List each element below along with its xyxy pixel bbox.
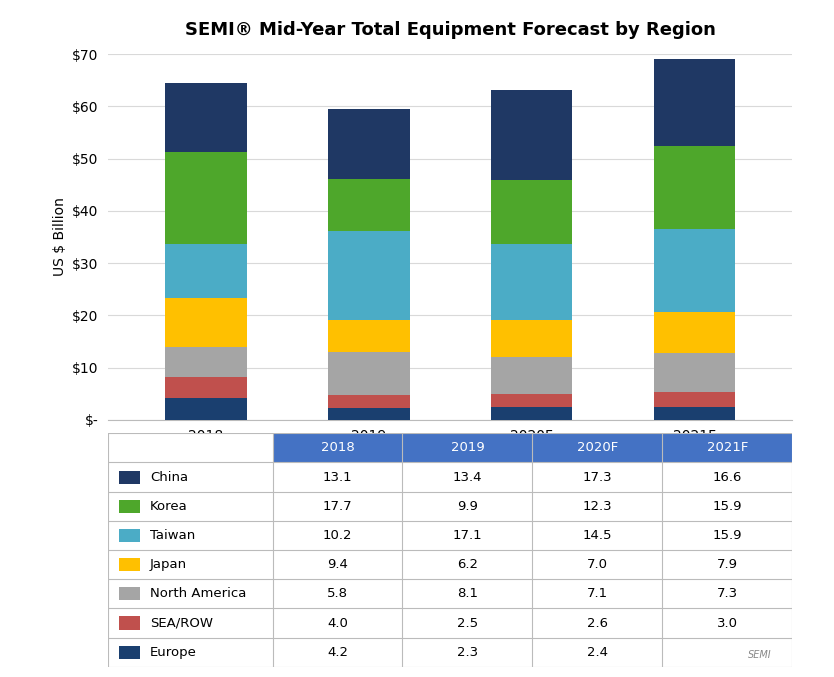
Text: 2020F: 2020F <box>577 441 618 454</box>
Text: 2.5: 2.5 <box>457 617 478 630</box>
Text: 17.7: 17.7 <box>323 500 352 512</box>
Bar <box>118 471 140 483</box>
Text: 13.4: 13.4 <box>453 471 482 483</box>
Bar <box>108 492 792 521</box>
Bar <box>532 433 662 462</box>
Text: 3.0: 3.0 <box>717 617 738 630</box>
Bar <box>108 638 792 667</box>
Bar <box>403 433 532 462</box>
Bar <box>108 433 273 462</box>
Text: SEA/ROW: SEA/ROW <box>150 617 214 630</box>
Text: 15.9: 15.9 <box>712 500 742 512</box>
Bar <box>329 231 409 320</box>
Bar <box>491 244 572 320</box>
Text: Japan: Japan <box>150 558 187 571</box>
Bar <box>108 462 792 492</box>
Bar <box>273 433 403 462</box>
Text: Korea: Korea <box>150 500 188 512</box>
Bar <box>491 357 572 393</box>
Bar <box>118 558 140 571</box>
Bar <box>654 391 736 407</box>
Text: Europe: Europe <box>150 646 197 659</box>
Text: 2018: 2018 <box>320 441 354 454</box>
Text: 8.1: 8.1 <box>457 588 478 600</box>
Text: 16.6: 16.6 <box>712 471 742 483</box>
Bar <box>329 408 409 420</box>
Bar <box>165 297 247 347</box>
Text: 2.3: 2.3 <box>457 646 478 659</box>
Text: 7.3: 7.3 <box>716 588 738 600</box>
Bar <box>118 529 140 542</box>
Bar <box>165 347 247 377</box>
Bar <box>165 377 247 398</box>
Bar <box>491 320 572 357</box>
Bar <box>165 398 247 420</box>
Bar <box>118 587 140 600</box>
Title: SEMI® Mid-Year Total Equipment Forecast by Region: SEMI® Mid-Year Total Equipment Forecast … <box>185 21 716 39</box>
Bar <box>654 407 736 420</box>
Text: 7.1: 7.1 <box>587 588 608 600</box>
Bar <box>108 609 792 638</box>
Bar <box>165 83 247 152</box>
Bar <box>118 500 140 513</box>
Bar <box>108 521 792 550</box>
Text: China: China <box>150 471 188 483</box>
Bar <box>329 395 409 408</box>
Bar <box>491 180 572 244</box>
Text: 2019: 2019 <box>450 441 485 454</box>
Y-axis label: US $ Billion: US $ Billion <box>53 198 67 276</box>
Text: 10.2: 10.2 <box>323 529 352 542</box>
Text: 4.2: 4.2 <box>327 646 348 659</box>
Text: 2.6: 2.6 <box>587 617 608 630</box>
Bar <box>654 60 736 146</box>
Text: Taiwan: Taiwan <box>150 529 195 542</box>
Text: 12.3: 12.3 <box>583 500 612 512</box>
Text: 6.2: 6.2 <box>457 558 478 571</box>
Bar <box>491 407 572 420</box>
Text: 17.3: 17.3 <box>583 471 612 483</box>
Text: North America: North America <box>150 588 247 600</box>
Text: 9.9: 9.9 <box>457 500 478 512</box>
Bar <box>491 393 572 407</box>
Bar <box>654 312 736 353</box>
Bar <box>654 229 736 312</box>
Bar <box>108 580 792 609</box>
Text: 5.8: 5.8 <box>327 588 348 600</box>
Text: 7.9: 7.9 <box>717 558 738 571</box>
Text: 2.4: 2.4 <box>587 646 608 659</box>
Text: 13.1: 13.1 <box>323 471 352 483</box>
Text: SEMI: SEMI <box>748 650 771 659</box>
Bar <box>491 89 572 180</box>
Bar <box>118 617 140 630</box>
Bar <box>108 550 792 580</box>
Bar <box>654 353 736 391</box>
Bar <box>662 433 792 462</box>
Bar <box>329 352 409 395</box>
Bar <box>654 146 736 229</box>
Text: 4.0: 4.0 <box>327 617 348 630</box>
Text: 2021F: 2021F <box>706 441 748 454</box>
Bar <box>165 244 247 297</box>
Text: 7.0: 7.0 <box>587 558 608 571</box>
Bar <box>329 109 409 179</box>
Bar <box>329 320 409 352</box>
Text: 15.9: 15.9 <box>712 529 742 542</box>
Bar <box>165 152 247 244</box>
Text: 17.1: 17.1 <box>453 529 482 542</box>
Bar <box>118 646 140 659</box>
Text: 14.5: 14.5 <box>583 529 612 542</box>
Text: 9.4: 9.4 <box>327 558 348 571</box>
Bar <box>329 179 409 231</box>
